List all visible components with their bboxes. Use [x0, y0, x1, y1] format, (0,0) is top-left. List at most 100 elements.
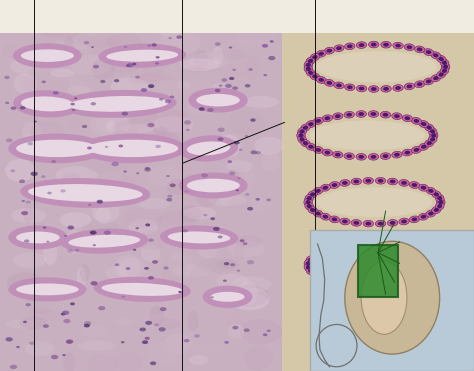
Ellipse shape — [182, 229, 188, 233]
Ellipse shape — [247, 207, 253, 211]
Ellipse shape — [47, 192, 52, 194]
Ellipse shape — [267, 329, 271, 332]
Ellipse shape — [51, 160, 56, 163]
Ellipse shape — [229, 171, 235, 175]
Ellipse shape — [69, 115, 82, 131]
Ellipse shape — [105, 146, 108, 148]
Ellipse shape — [441, 63, 450, 71]
Ellipse shape — [115, 255, 141, 279]
Ellipse shape — [197, 258, 238, 273]
Ellipse shape — [305, 202, 314, 210]
Ellipse shape — [22, 200, 25, 202]
Ellipse shape — [308, 122, 314, 126]
Ellipse shape — [106, 34, 142, 50]
Ellipse shape — [312, 254, 318, 258]
Ellipse shape — [18, 96, 34, 111]
Ellipse shape — [365, 222, 371, 226]
Ellipse shape — [395, 284, 401, 288]
Ellipse shape — [229, 77, 234, 80]
Ellipse shape — [336, 245, 342, 249]
Ellipse shape — [202, 286, 252, 308]
Ellipse shape — [301, 139, 310, 147]
Ellipse shape — [228, 287, 270, 311]
Ellipse shape — [342, 220, 348, 223]
Ellipse shape — [145, 337, 150, 340]
Ellipse shape — [390, 180, 395, 183]
Ellipse shape — [411, 183, 417, 187]
Ellipse shape — [118, 176, 136, 200]
Ellipse shape — [189, 355, 208, 365]
Ellipse shape — [91, 40, 116, 55]
Ellipse shape — [84, 41, 89, 45]
Ellipse shape — [128, 219, 158, 235]
Ellipse shape — [303, 125, 308, 130]
Ellipse shape — [243, 242, 247, 245]
Ellipse shape — [78, 341, 116, 351]
Ellipse shape — [61, 229, 148, 254]
Ellipse shape — [419, 121, 428, 128]
Ellipse shape — [315, 189, 321, 193]
Ellipse shape — [25, 341, 55, 356]
Ellipse shape — [138, 331, 171, 345]
Ellipse shape — [273, 23, 278, 26]
Ellipse shape — [211, 83, 230, 96]
Ellipse shape — [160, 225, 238, 250]
Ellipse shape — [136, 227, 139, 229]
Ellipse shape — [356, 154, 366, 160]
Ellipse shape — [26, 303, 31, 306]
Ellipse shape — [155, 56, 160, 59]
Ellipse shape — [13, 43, 82, 68]
Ellipse shape — [316, 249, 326, 256]
Ellipse shape — [62, 311, 69, 315]
Ellipse shape — [234, 240, 245, 259]
Ellipse shape — [325, 151, 330, 155]
Ellipse shape — [438, 72, 444, 77]
Ellipse shape — [430, 129, 435, 134]
Ellipse shape — [110, 78, 149, 96]
Ellipse shape — [433, 76, 438, 80]
Ellipse shape — [210, 292, 245, 302]
Ellipse shape — [393, 85, 403, 91]
Ellipse shape — [395, 243, 401, 247]
Ellipse shape — [308, 59, 313, 63]
Ellipse shape — [424, 248, 434, 255]
Ellipse shape — [419, 184, 428, 191]
Ellipse shape — [118, 258, 146, 279]
Ellipse shape — [43, 29, 80, 38]
Ellipse shape — [189, 88, 247, 113]
Ellipse shape — [440, 59, 449, 67]
Ellipse shape — [304, 61, 313, 69]
Ellipse shape — [245, 84, 251, 88]
Ellipse shape — [313, 187, 323, 194]
Ellipse shape — [428, 211, 434, 216]
Ellipse shape — [310, 208, 315, 212]
Ellipse shape — [136, 231, 170, 250]
Ellipse shape — [43, 242, 57, 265]
Ellipse shape — [399, 180, 409, 186]
Ellipse shape — [313, 210, 323, 217]
Ellipse shape — [115, 351, 142, 371]
Bar — [358, 245, 398, 297]
Ellipse shape — [415, 46, 425, 53]
Ellipse shape — [183, 339, 190, 342]
Ellipse shape — [356, 85, 367, 92]
Ellipse shape — [79, 134, 186, 163]
Ellipse shape — [96, 112, 128, 132]
Ellipse shape — [387, 178, 398, 185]
Ellipse shape — [5, 159, 35, 182]
Ellipse shape — [407, 45, 412, 49]
Ellipse shape — [46, 241, 49, 243]
Ellipse shape — [16, 283, 79, 295]
Ellipse shape — [156, 210, 197, 233]
Ellipse shape — [62, 174, 79, 181]
Bar — [282, 0, 474, 371]
Ellipse shape — [244, 346, 273, 371]
Ellipse shape — [47, 246, 65, 265]
Ellipse shape — [306, 63, 311, 67]
Ellipse shape — [334, 244, 344, 251]
Ellipse shape — [90, 31, 131, 39]
Ellipse shape — [19, 180, 25, 183]
Ellipse shape — [324, 79, 335, 86]
Ellipse shape — [354, 180, 359, 183]
Ellipse shape — [431, 133, 436, 138]
